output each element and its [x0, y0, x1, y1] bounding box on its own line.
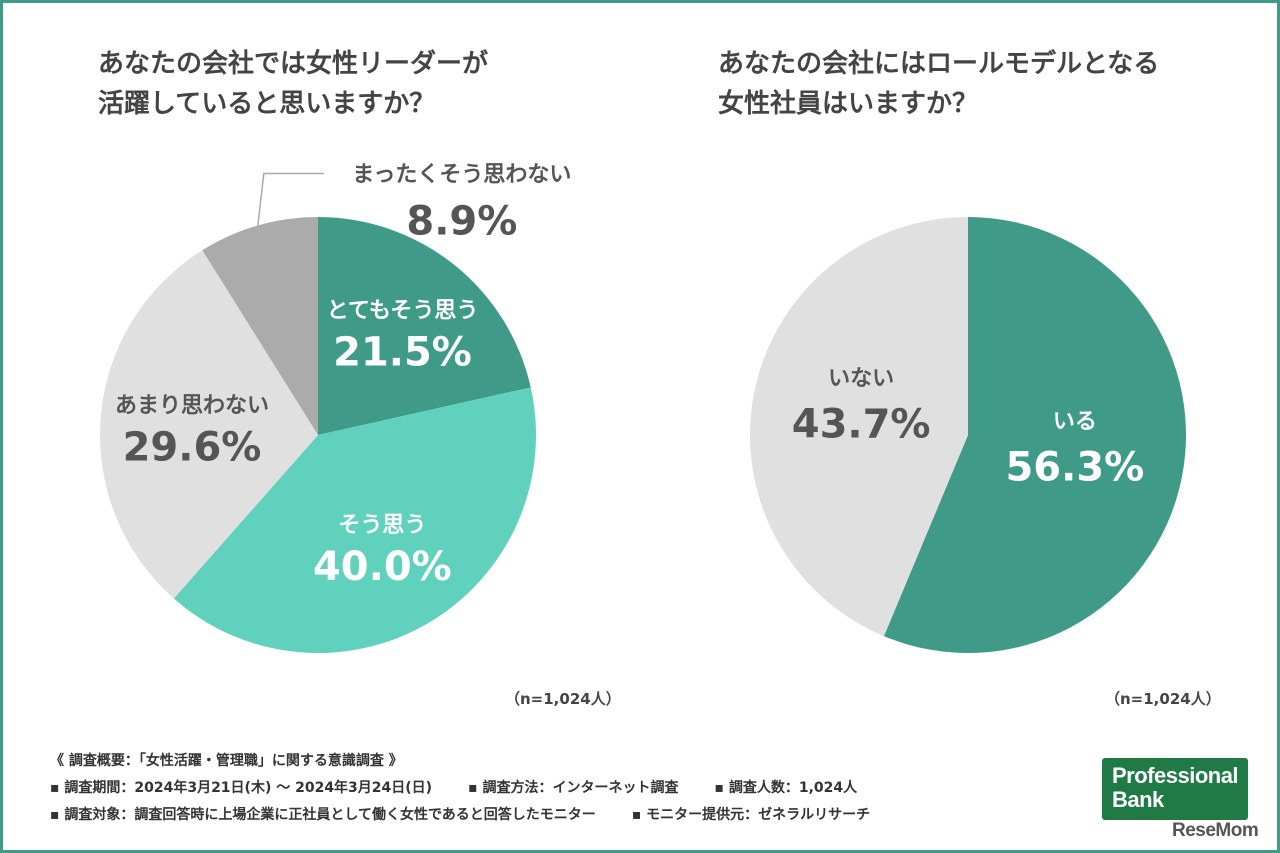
pie-value-label-3: 29.6%	[123, 425, 262, 471]
survey-target: ▪ 調査対象：調査回答時に上場企業に正社員として働く女性であると回答したモニター	[50, 807, 596, 823]
right-title-line-2: 女性社員はいますか？	[718, 89, 979, 119]
logo-line-2: Bank	[1112, 787, 1164, 812]
pie-slice-3	[99, 250, 318, 599]
pie-value-label-2: 40.0%	[313, 544, 452, 590]
pie-slice-1	[318, 217, 531, 435]
survey-footer: 《 調査概要：「女性活躍・管理職」に関する意識調査 》 ▪ 調査期間：2024年…	[50, 748, 870, 829]
left-pie-chart	[99, 217, 536, 653]
right-title-line-1: あなたの会社にはロールモデルとなる	[718, 49, 1160, 79]
right-pie-chart	[750, 217, 1187, 653]
pie-category-label-4: まったくそう思わない	[352, 162, 571, 187]
left-chart-title: あなたの会社では女性リーダーが 活躍していると思いますか？	[98, 44, 488, 124]
pie-slice-2	[750, 217, 968, 637]
pie-slice-1	[883, 217, 1187, 653]
survey-target-row: ▪ 調査対象：調査回答時に上場企業に正社員として働く女性であると回答したモニター…	[50, 802, 870, 829]
pie-category-label-2: そう思う	[338, 513, 426, 538]
left-title-line-2: 活躍していると思いますか？	[98, 89, 436, 119]
resemom-watermark: ReseMom	[1172, 820, 1259, 841]
survey-period: ▪ 調査期間：2024年3月21日(木) ～ 2024年3月24日(日)	[50, 780, 433, 796]
professional-bank-logo: Professional Bank	[1102, 758, 1248, 820]
survey-method: ▪ 調査方法：インターネット調査	[468, 780, 679, 796]
right-chart-title: あなたの会社にはロールモデルとなる 女性社員はいますか？	[718, 44, 1159, 124]
pie-value-label-4: 8.9%	[406, 198, 517, 244]
left-sample-size: （n=1,024人）	[505, 690, 621, 708]
right-pie-category-label-2: いない	[828, 367, 894, 392]
survey-provider: ▪ モニター提供元：ゼネラルリサーチ	[631, 807, 871, 823]
survey-count: ▪ 調査人数：1,024人	[714, 780, 858, 796]
survey-heading: 《 調査概要：「女性活躍・管理職」に関する意識調査 》	[50, 753, 403, 769]
pie-value-label-1: 21.5%	[333, 330, 472, 376]
leader-line	[257, 172, 324, 226]
pie-labels: とてもそう思う 21.5% そう思う 40.0% あまり思わない 29.6% まったくそう思…	[115, 162, 1144, 589]
pie-category-label-3: あまり思わない	[115, 394, 269, 419]
right-sample-size: （n=1,024人）	[1105, 690, 1221, 708]
left-title-line-1: あなたの会社では女性リーダーが	[98, 49, 489, 79]
logo-line-1: Professional	[1112, 763, 1239, 788]
pie-slice-2	[173, 387, 536, 653]
survey-meta-row: ▪ 調査期間：2024年3月21日(木) ～ 2024年3月24日(日) ▪ 調査…	[50, 775, 870, 802]
pie-category-label-1: とてもそう思う	[327, 299, 479, 324]
right-pie-value-label-1: 56.3%	[1005, 444, 1144, 490]
pie-slice-4	[202, 217, 318, 435]
right-pie-category-label-1: いる	[1053, 409, 1097, 434]
right-pie-value-label-2: 43.7%	[792, 402, 931, 448]
